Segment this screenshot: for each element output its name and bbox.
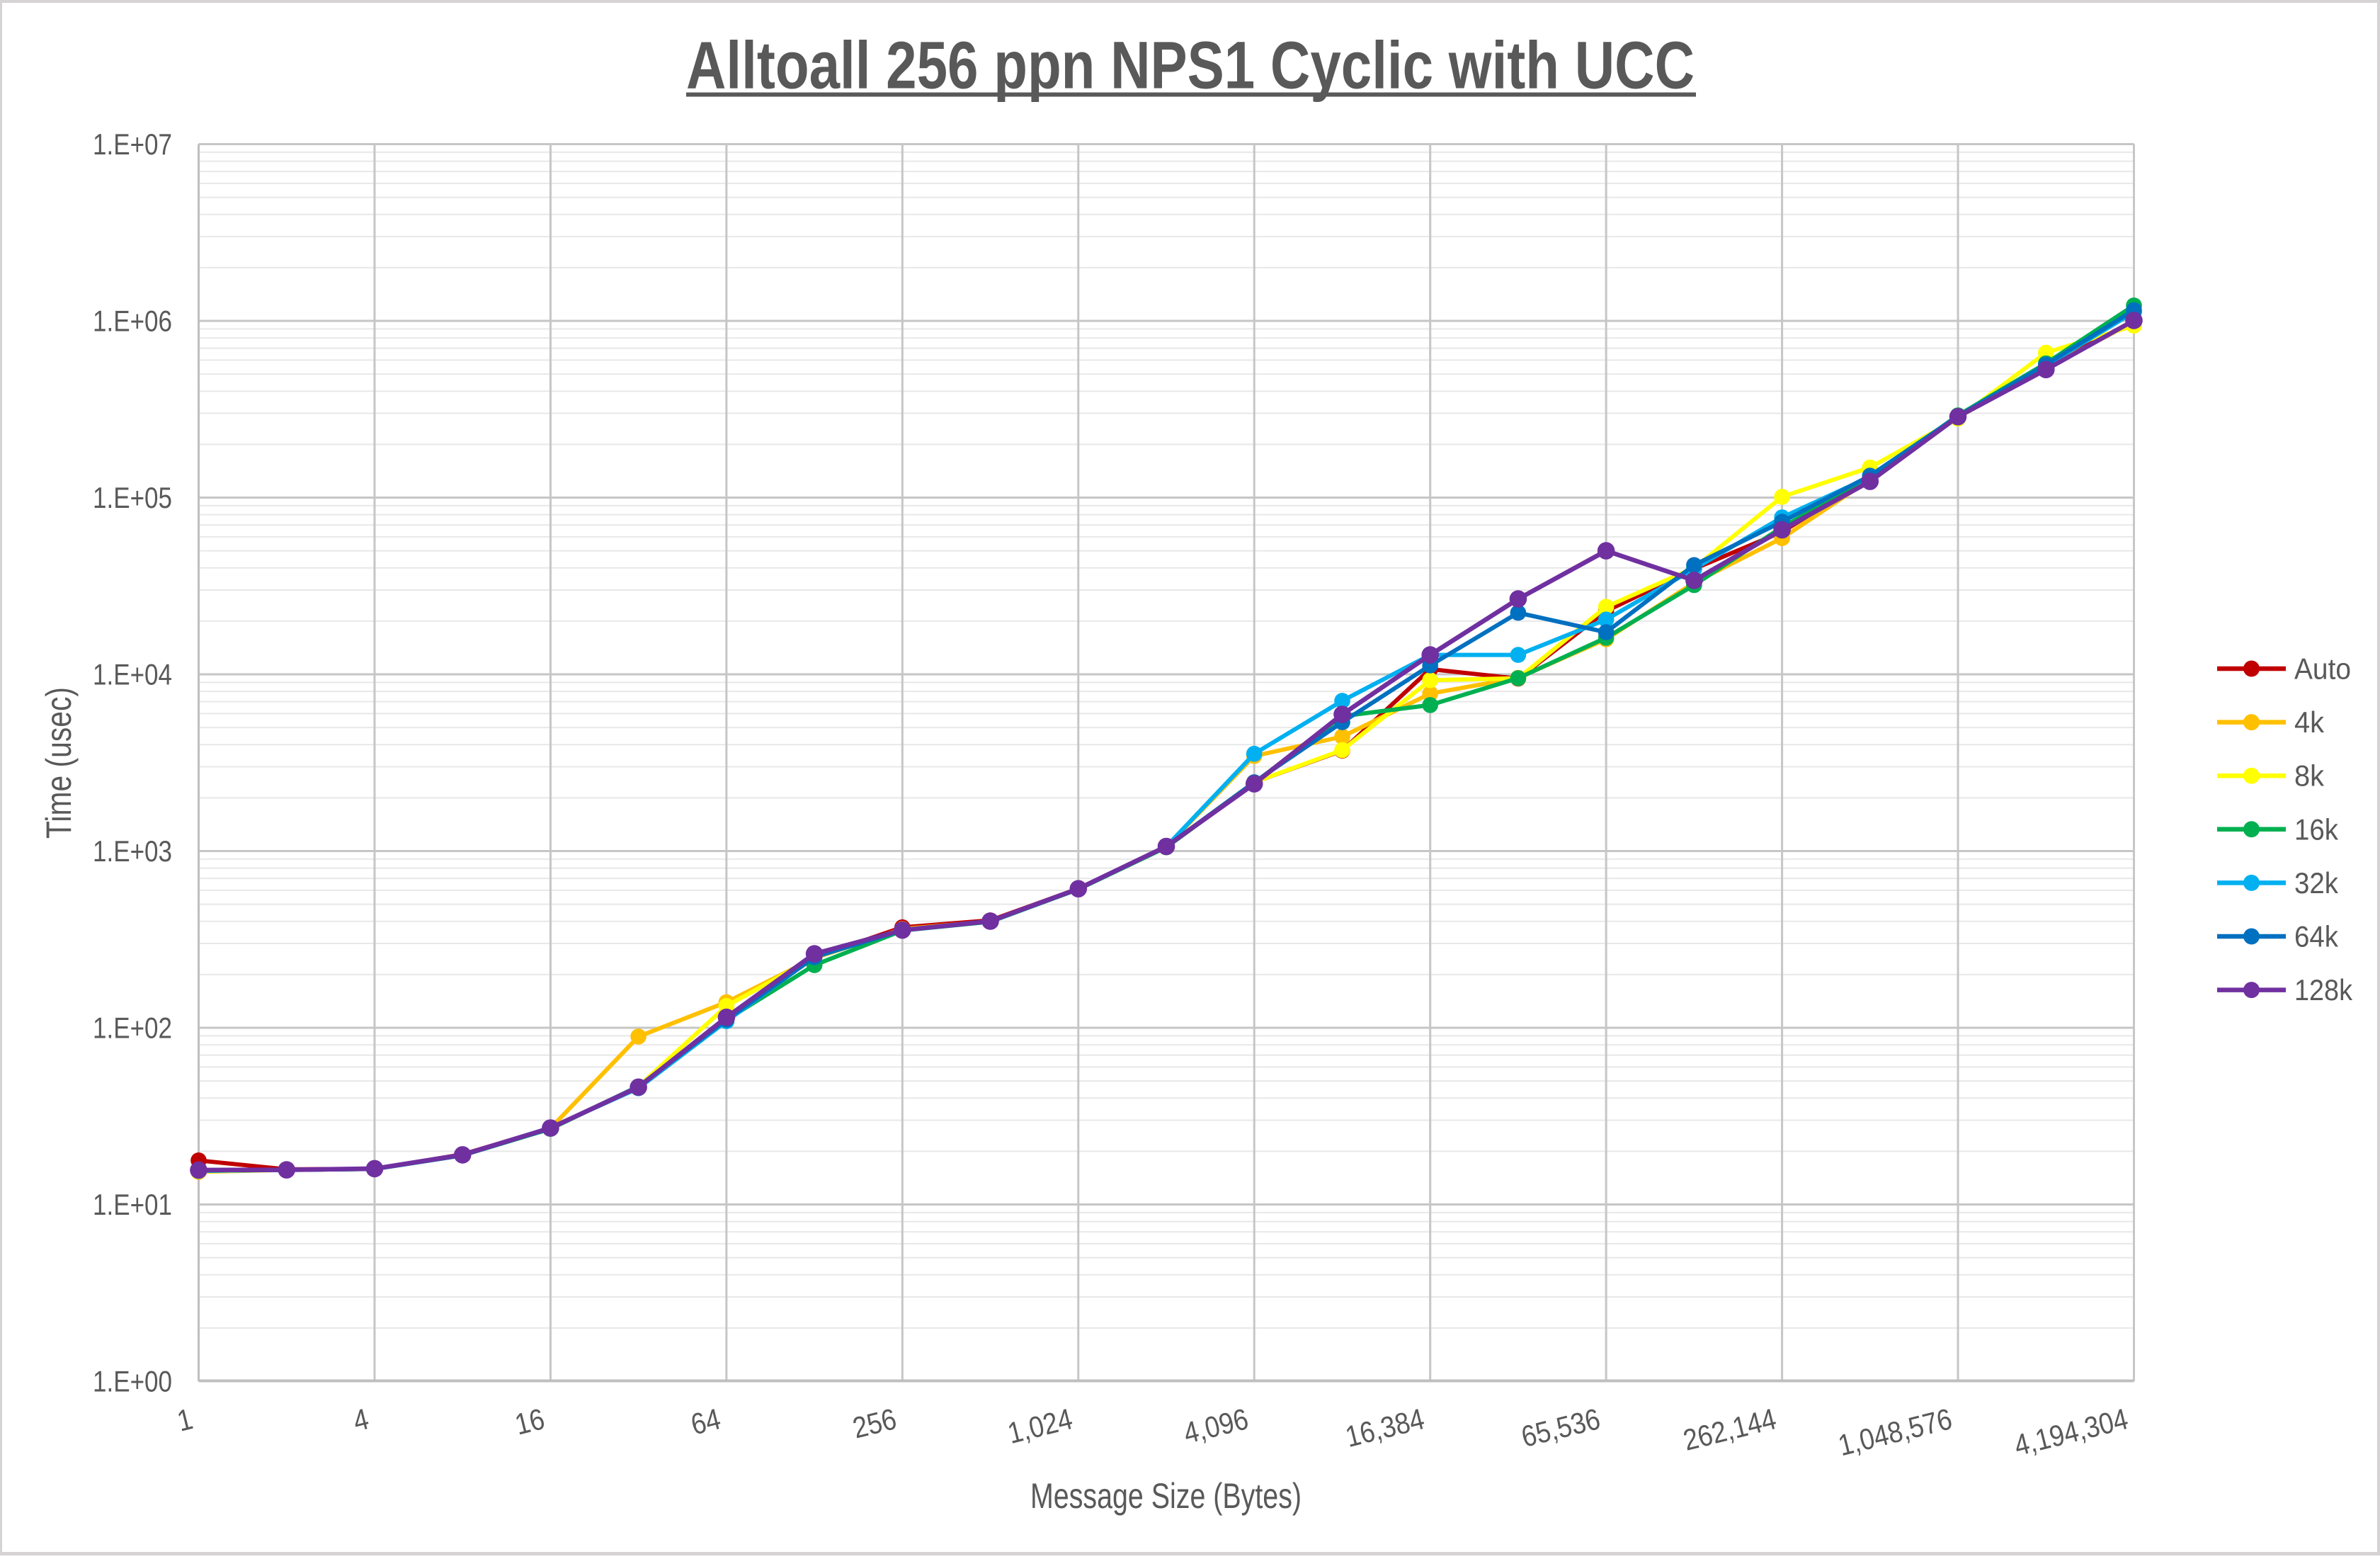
svg-text:1.E+00: 1.E+00 (93, 1365, 172, 1398)
svg-text:64k: 64k (2294, 920, 2339, 953)
svg-text:1.E+01: 1.E+01 (93, 1188, 172, 1221)
svg-text:1.E+02: 1.E+02 (93, 1011, 172, 1045)
svg-text:1.E+05: 1.E+05 (93, 481, 172, 514)
svg-text:Alltoall 256 ppn NPS1 Cyclic w: Alltoall 256 ppn NPS1 Cyclic with UCC (686, 28, 1695, 103)
svg-text:Message Size (Bytes): Message Size (Bytes) (1030, 1476, 1302, 1516)
svg-text:Time (usec): Time (usec) (39, 687, 79, 839)
svg-text:Auto: Auto (2294, 652, 2351, 686)
svg-text:8k: 8k (2294, 759, 2325, 793)
svg-text:1.E+04: 1.E+04 (93, 658, 172, 691)
svg-text:4k: 4k (2294, 705, 2325, 739)
svg-text:1.E+06: 1.E+06 (93, 305, 172, 338)
svg-text:32k: 32k (2294, 866, 2339, 900)
svg-text:1.E+03: 1.E+03 (93, 834, 172, 868)
svg-text:16k: 16k (2294, 812, 2339, 846)
svg-text:128k: 128k (2294, 973, 2353, 1007)
svg-text:1.E+07: 1.E+07 (93, 127, 172, 161)
